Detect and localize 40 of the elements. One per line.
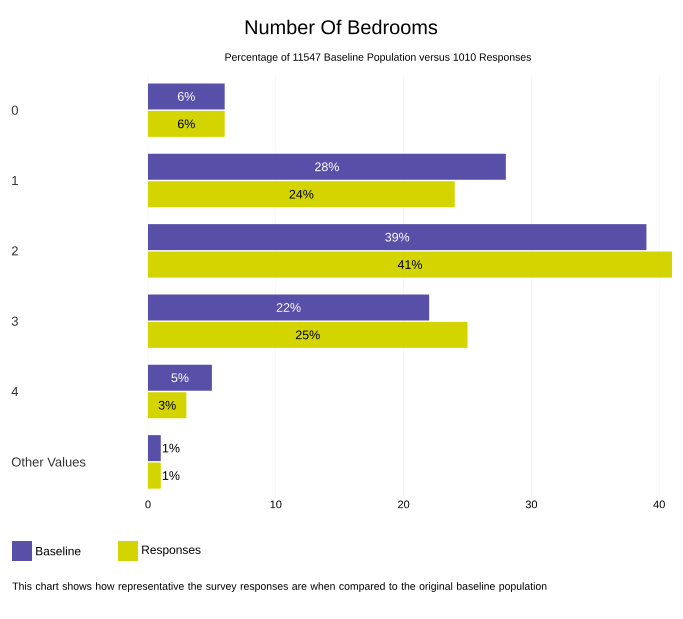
legend-label: Baseline — [36, 546, 81, 556]
y-tick-label: Other Values — [12, 457, 86, 467]
bar — [148, 224, 646, 250]
bar — [148, 181, 455, 208]
data-label: 1% — [162, 471, 180, 480]
bar — [148, 110, 225, 137]
bar — [148, 462, 161, 489]
bar — [148, 392, 186, 418]
data-label: 28% — [315, 162, 339, 172]
bar — [148, 364, 212, 391]
data-label: 41% — [398, 260, 422, 269]
data-label: 39% — [385, 232, 410, 242]
bar — [148, 154, 506, 180]
y-tick-label: 0 — [12, 106, 18, 115]
x-tick-label: 30 — [526, 500, 538, 508]
data-label: 1% — [162, 444, 180, 452]
bar — [148, 322, 468, 348]
x-tick-label: 20 — [398, 500, 410, 508]
y-tick-label: 4 — [12, 387, 18, 396]
data-label: 24% — [290, 190, 314, 199]
y-tick-label: 2 — [12, 246, 18, 256]
data-label: 25% — [296, 330, 320, 340]
bar — [148, 294, 430, 320]
text: This chart shows how representative the survey responses are when compared to the original baseline population — [12, 582, 546, 592]
x-tick-label: 0 — [145, 500, 151, 508]
data-label: 6% — [178, 92, 195, 101]
bar — [148, 252, 672, 278]
legend-label: Responses — [142, 546, 201, 556]
chart-title: Number Of Bedrooms — [246, 20, 438, 34]
y-tick-label: 1 — [12, 176, 18, 185]
data-label: 3% — [158, 400, 176, 410]
data-label: 6% — [178, 119, 195, 128]
bar — [148, 435, 161, 462]
x-tick-label: 10 — [270, 500, 282, 508]
bar — [148, 83, 225, 110]
chart-subtitle: Percentage of 11547 Baseline Population versus 1010 Responses — [225, 53, 531, 63]
data-label: 22% — [276, 303, 301, 312]
data-label: 5% — [171, 373, 188, 382]
x-tick-label: 40 — [653, 500, 665, 508]
y-tick-label: 3 — [12, 316, 18, 326]
